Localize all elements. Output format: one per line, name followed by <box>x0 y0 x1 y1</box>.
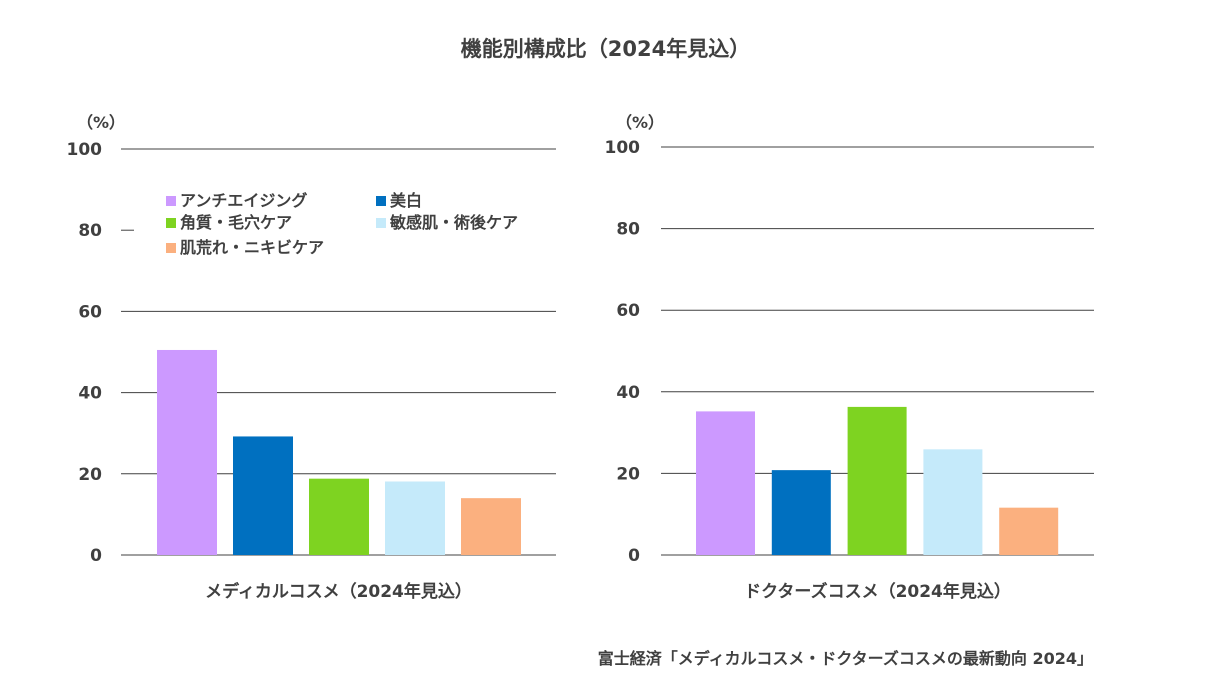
y-tick-label: 100 <box>605 138 641 158</box>
legend-swatch <box>166 218 176 228</box>
y-tick-label: 20 <box>78 465 102 485</box>
y-tick-label: 60 <box>78 302 102 322</box>
bar-5 <box>461 498 521 555</box>
y-tick-label: 40 <box>616 383 640 403</box>
legend-label: 敏感肌・術後ケア <box>389 213 518 232</box>
y-tick-label: 60 <box>616 301 640 321</box>
legend-swatch <box>376 218 386 228</box>
y-tick-label: 20 <box>616 464 640 484</box>
bar-5 <box>999 507 1059 555</box>
y-unit-label: （%） <box>616 113 664 132</box>
legend-swatch <box>166 243 176 253</box>
x-axis-label: ドクターズコスメ（2024年見込） <box>744 581 1011 602</box>
bar-1 <box>696 411 755 555</box>
bar-3 <box>847 406 907 555</box>
bar-4 <box>385 481 445 555</box>
y-unit-label: （%） <box>77 113 125 132</box>
y-tick-label: 40 <box>78 384 102 404</box>
bar-2 <box>233 436 293 555</box>
y-tick-label: 80 <box>616 220 640 240</box>
x-axis-label: メディカルコスメ（2024年見込） <box>205 581 472 602</box>
y-tick-label: 0 <box>90 546 102 566</box>
chart-title: 機能別構成比（2024年見込） <box>460 37 751 61</box>
legend-label: 肌荒れ・ニキビケア <box>180 238 324 257</box>
legend-swatch <box>166 196 176 206</box>
bar-2 <box>771 470 831 555</box>
legend-label: アンチエイジング <box>180 191 307 210</box>
legend-swatch <box>376 196 386 206</box>
y-tick-label: 80 <box>78 221 102 241</box>
bar-4 <box>923 449 983 555</box>
source-note: 富士経済「メディカルコスメ・ドクターズコスメの最新動向 2024」 <box>597 649 1093 668</box>
y-tick-label: 0 <box>628 546 640 566</box>
bar-1 <box>157 349 217 555</box>
legend-label: 角質・毛穴ケア <box>180 213 292 232</box>
y-tick-label: 100 <box>67 140 103 160</box>
bar-3 <box>309 478 369 555</box>
legend-label: 美白 <box>390 191 422 210</box>
